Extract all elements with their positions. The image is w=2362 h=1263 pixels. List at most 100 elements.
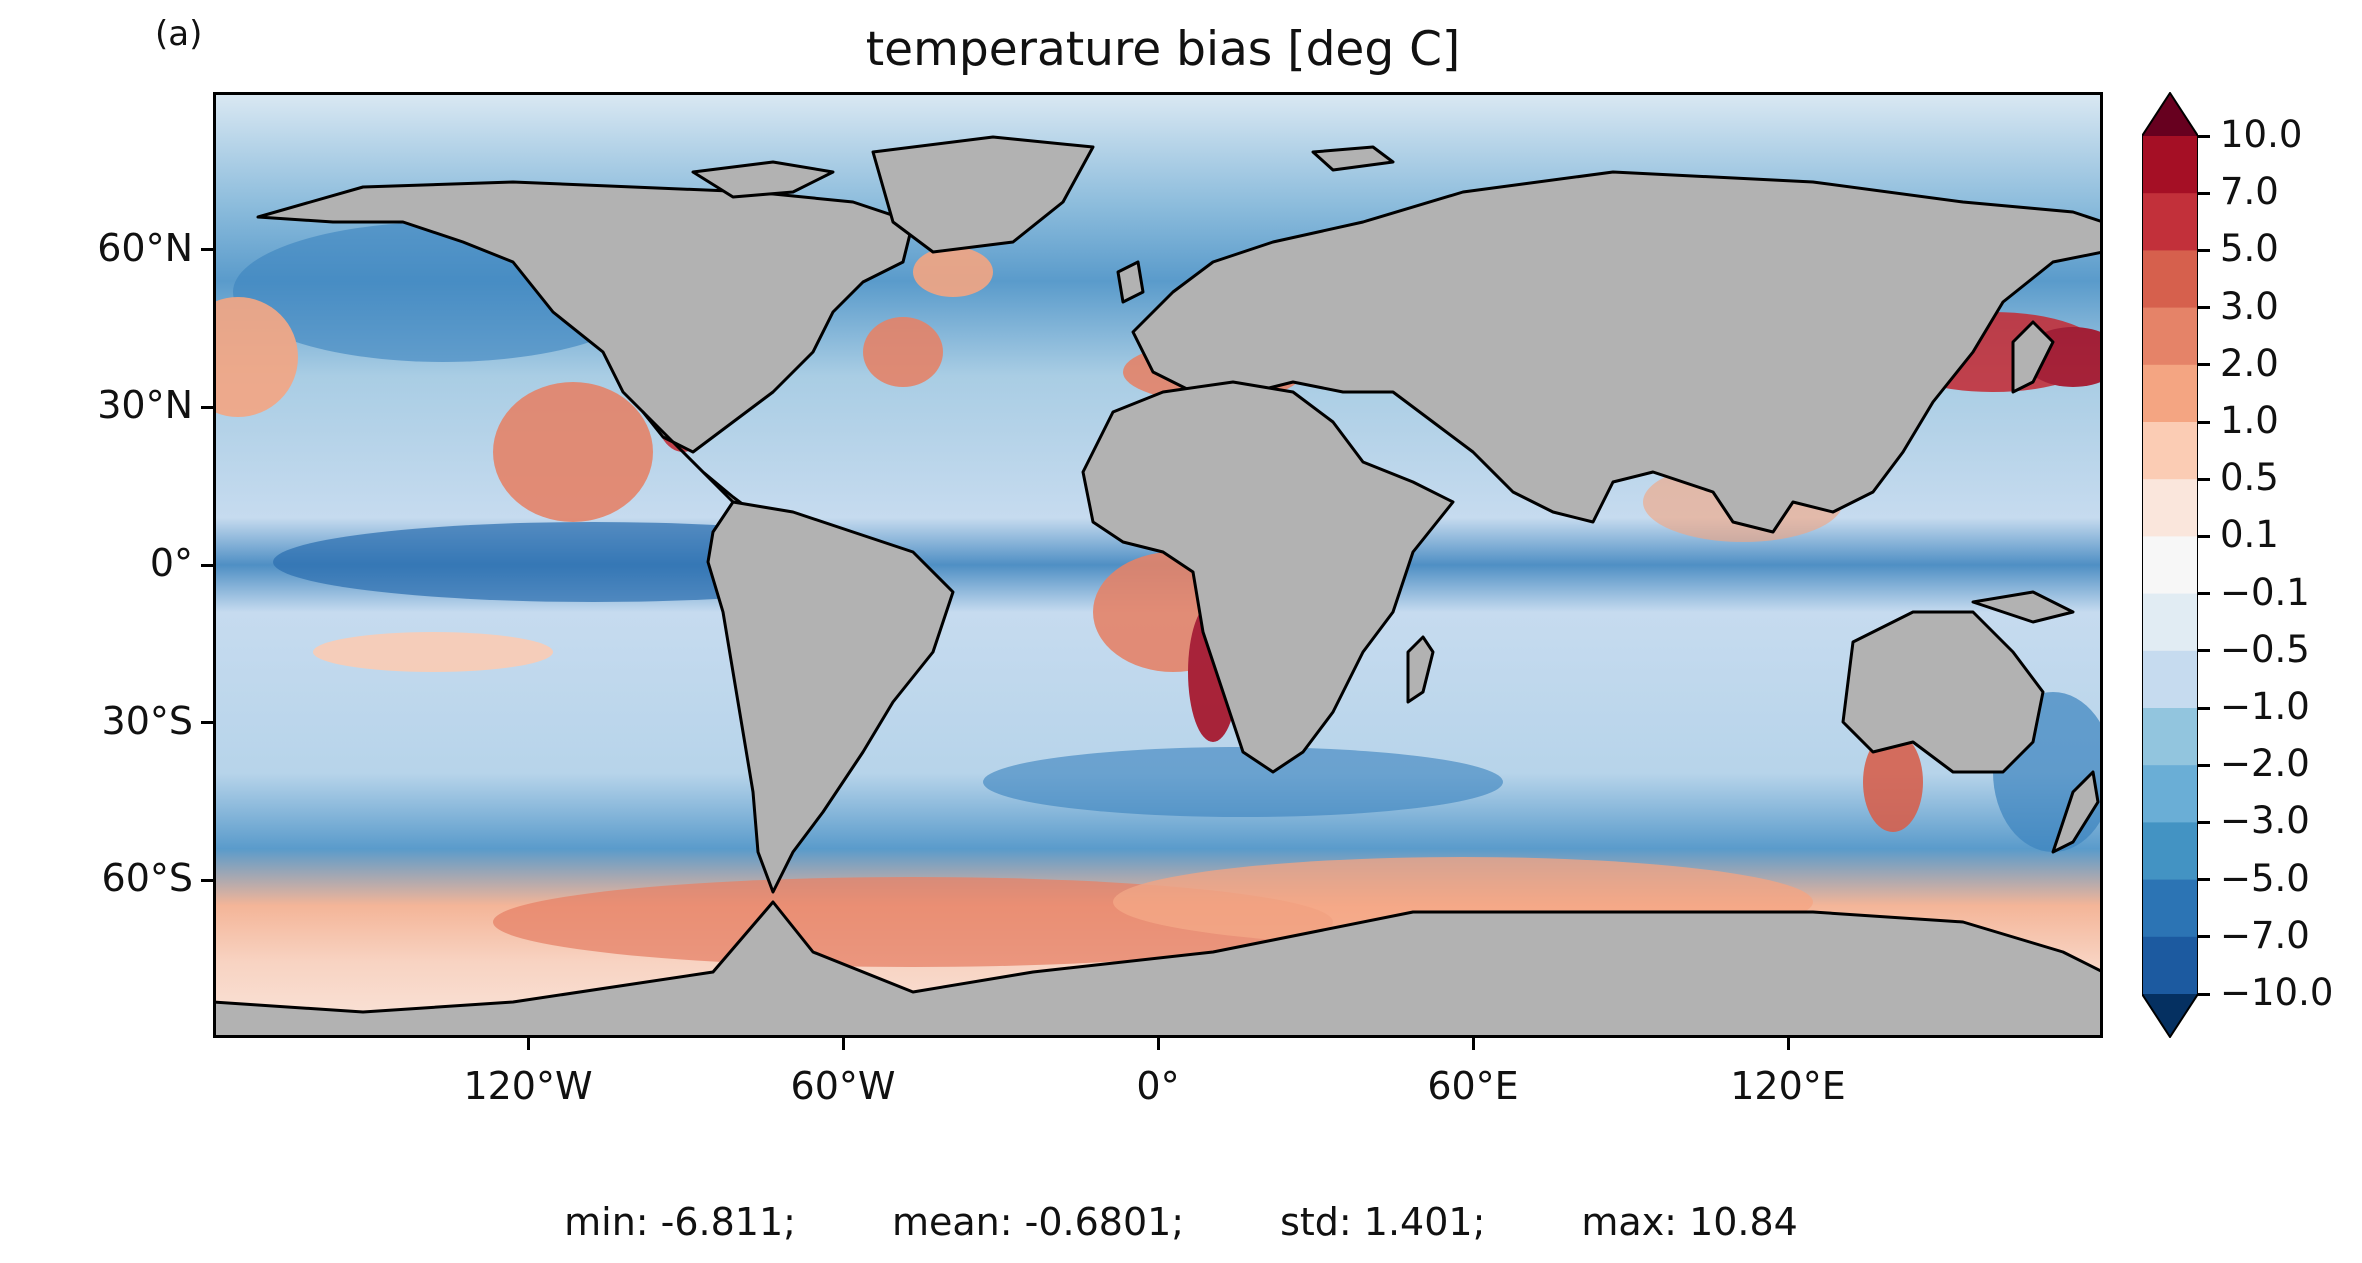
colorbar-band (2142, 536, 2198, 595)
lat-tick (201, 721, 213, 725)
greenland (871, 135, 1095, 254)
lat-tick-label: 0° (149, 541, 193, 585)
colorbar-band (2142, 193, 2198, 251)
stat-min: min: -6.811; (564, 1200, 796, 1244)
colorbar-tick (2198, 534, 2210, 538)
antarctica (213, 900, 2103, 1038)
new-zealand (2051, 770, 2100, 854)
colorbar-level-label: −0.5 (2220, 627, 2310, 671)
colorbar-tick (2198, 592, 2210, 596)
lat-tick-label: 30°N (97, 383, 193, 428)
colorbar-band (2142, 422, 2198, 480)
lon-tick (1786, 1038, 1790, 1050)
colorbar-level-label: −10.0 (2220, 971, 2334, 1014)
colorbar-level-label: 3.0 (2220, 284, 2279, 328)
lat-tick (201, 878, 213, 882)
colorbar-level-label: −3.0 (2220, 799, 2310, 843)
colorbar-tick (2198, 878, 2210, 882)
lat-tick (201, 405, 213, 409)
lon-tick (526, 1038, 530, 1050)
colorbar-band (2142, 593, 2198, 652)
colorbar-band (2142, 936, 2198, 995)
colorbar-level-label: −5.0 (2220, 856, 2310, 900)
anomaly-patch (313, 632, 553, 672)
stat-max: max: 10.84 (1581, 1200, 1798, 1244)
colorbar-level-label: 2.0 (2220, 341, 2279, 385)
colorbar-level-label: −0.1 (2220, 570, 2310, 614)
lat-tick (201, 563, 213, 567)
eurasia (1131, 170, 2103, 534)
stat-mean: mean: -0.6801; (891, 1200, 1185, 1244)
colorbar-tick (2198, 420, 2210, 424)
anomaly-patch (913, 247, 993, 297)
colorbar-tick (2198, 134, 2210, 138)
colorbar-swatches (2142, 92, 2198, 1038)
lon-tick-label: 120°E (1730, 1064, 1846, 1108)
australia (1841, 610, 2045, 774)
lat-tick-label: 30°S (101, 698, 193, 743)
colorbar-level-label: −7.0 (2220, 913, 2310, 957)
colorbar-band (2142, 708, 2198, 766)
lon-tick-label: 0° (1136, 1064, 1180, 1108)
stats-line: min: -6.811; mean: -0.6801; std: 1.401; max… (0, 1200, 2362, 1244)
colorbar-level-label: −2.0 (2220, 742, 2310, 786)
colorbar-band (2142, 879, 2198, 938)
colorbar-band (2142, 136, 2198, 194)
colorbar-tick (2198, 248, 2210, 252)
lat-tick (201, 248, 213, 252)
colorbar-tick (2198, 649, 2210, 653)
stat-std: std: 1.401; (1280, 1200, 1486, 1244)
uk (1116, 260, 1145, 304)
anomaly-patch (213, 297, 298, 417)
colorbar-tick (2198, 763, 2210, 767)
anomaly-patch (983, 747, 1503, 817)
colorbar-level-label: 5.0 (2220, 227, 2279, 271)
land (213, 135, 2103, 1038)
map-border (213, 92, 2103, 1038)
lon-tick-label: 60°E (1427, 1064, 1519, 1108)
africa (1081, 380, 1455, 774)
anomaly-patch (863, 317, 943, 387)
lat-tick-label: 60°S (101, 856, 193, 901)
map-title: temperature bias [deg C] (865, 22, 1461, 77)
colorbar-level-label: 7.0 (2220, 170, 2279, 214)
madagascar (1406, 635, 1435, 704)
colorbar-extend-max (2142, 92, 2198, 136)
colorbar-band (2142, 307, 2198, 366)
colorbar-level-label: 0.1 (2220, 513, 2279, 557)
colorbar-level-label: 0.5 (2220, 456, 2279, 500)
lon-tick (1156, 1038, 1160, 1050)
colorbar-level-label: 10.0 (2220, 113, 2303, 156)
colorbar-band (2142, 822, 2198, 881)
anomaly-patch (493, 382, 653, 522)
colorbar-tick (2198, 992, 2210, 996)
japan (2011, 320, 2055, 394)
map-plot (213, 92, 2103, 1038)
colorbar-band (2142, 650, 2198, 709)
colorbar (2142, 92, 2198, 1038)
lon-tick-label: 60°W (790, 1064, 896, 1108)
colorbar-band (2142, 479, 2198, 537)
colorbar-tick (2198, 363, 2210, 367)
colorbar-band (2142, 765, 2198, 823)
lat-tick-label: 60°N (97, 225, 193, 270)
colorbar-tick (2198, 191, 2210, 195)
colorbar-level-label: −1.0 (2220, 685, 2310, 728)
colorbar-tick (2198, 935, 2210, 939)
svalbard-region (1311, 145, 1395, 172)
new-guinea (1971, 590, 2075, 624)
colorbar-outline (2142, 92, 2198, 1038)
anomaly-patch (1863, 732, 1923, 832)
lon-tick (1471, 1038, 1475, 1050)
colorbar-tick (2198, 306, 2210, 310)
lon-tick (841, 1038, 845, 1050)
colorbar-tick (2198, 477, 2210, 481)
colorbar-extend-min (2142, 994, 2198, 1038)
colorbar-tick (2198, 820, 2210, 824)
lon-tick-label: 120°W (463, 1064, 593, 1108)
colorbar-band (2142, 364, 2198, 423)
colorbar-tick (2198, 706, 2210, 710)
arctic-islands (691, 160, 835, 199)
south-america (706, 500, 955, 894)
colorbar-level-label: 1.0 (2220, 399, 2279, 442)
